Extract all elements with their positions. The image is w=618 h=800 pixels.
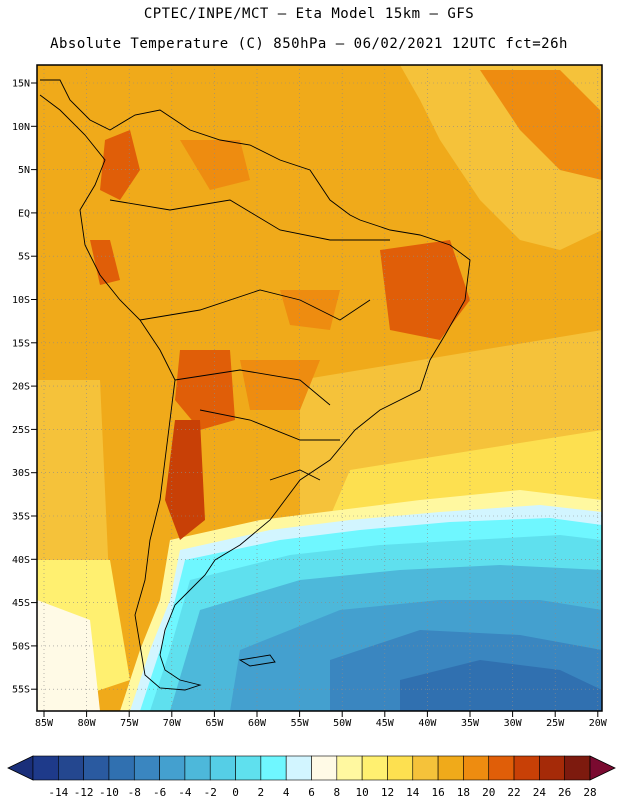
map-frame [36,64,603,712]
lon-label: 20W [589,718,608,729]
colorbar-tick-label: 26 [558,786,571,799]
colorbar-tick-label: 10 [356,786,369,799]
colorbar-tick-label: -6 [153,786,166,799]
colorbar-tick-label: 18 [457,786,470,799]
lat-label: 15N [12,79,30,90]
colorbar-swatch [32,755,59,781]
longitude-labels: 85W 80W 75W 70W 65W 60W 55W 50W 45W 40W 35W 30W 25W 2… [35,711,608,729]
lat-label: 25S [12,425,30,436]
lat-label: 55S [12,685,30,696]
colorbar-swatch [463,755,490,781]
colorbar-tick-label: 2 [258,786,265,799]
lat-label: 15S [12,338,30,349]
coastlines-borders [39,79,471,691]
colorbar-swatch [539,755,565,781]
title-line-1: CPTEC/INPE/MCT – Eta Model 15km – GFS [143,6,475,22]
colorbar-tick-label: 28 [583,786,596,799]
lon-label: 75W [120,718,139,729]
lat-label: 10S [12,295,30,306]
lat-label: 20S [12,382,30,393]
colorbar-swatch [209,755,236,781]
lat-label: 40S [12,555,30,566]
lon-label: 85W [35,718,54,729]
colorbar-tick-label: -14 [48,786,68,799]
lat-label: EQ [18,208,30,219]
colorbar-tick-label: 14 [406,786,420,799]
colorbar-tick-label: 4 [283,786,290,799]
colorbar-swatch [513,755,540,781]
colorbar-swatch [336,755,363,781]
lon-label: 55W [291,718,310,729]
colorbar-swatch [311,755,338,781]
colorbar-swatch [412,755,439,781]
colorbar-tick-label: 0 [232,786,239,799]
colorbar-swatch [260,755,287,781]
lat-label: 45S [12,598,30,609]
colorbar-tick-label: 24 [533,786,547,799]
lat-label: 35S [12,512,30,523]
colorbar-swatch [184,755,211,781]
colorbar-tick-label: 16 [431,786,444,799]
colorbar-swatch [361,755,388,781]
lon-label: 25W [546,718,565,729]
colorbar-swatch [133,755,160,781]
colorbar-swatch [159,755,186,781]
lat-label: 30S [12,468,30,479]
lon-label: 80W [78,718,97,729]
lat-label: 10N [12,122,30,133]
colorbar: -14 -12 -10 -8 -6 -4 -2 0 2 4 6 8 10 12 14 16 18 20 22 24 26… [7,755,616,799]
lat-label: 5S [18,252,30,263]
colorbar-under-arrow [7,755,34,781]
colorbar-tick-label: 20 [482,786,495,799]
colorbar-over-arrow [589,755,616,781]
colorbar-swatch [285,755,312,781]
lon-label: 45W [376,718,395,729]
colorbar-tick-label: -10 [99,786,119,799]
colorbar-swatch [58,755,84,781]
colorbar-tick-label: 6 [308,786,315,799]
colorbar-tick-label: 12 [381,786,394,799]
lat-label: 50S [12,641,30,652]
colorbar-swatch [108,755,135,781]
lon-label: 50W [333,718,352,729]
colorbar-tick-label: 8 [334,786,341,799]
colorbar-swatch [437,755,464,781]
lon-label: 35W [461,718,480,729]
temperature-field [37,65,602,711]
lon-label: 70W [163,718,182,729]
colorbar-swatch [83,755,110,781]
lon-label: 30W [504,718,523,729]
lon-label: 65W [205,718,224,729]
colorbar-swatch [564,755,591,781]
lat-label: 5N [18,165,30,176]
colorbar-swatch [488,755,515,781]
latitude-labels: 15N 10N 5N EQ 5S 10S 15S 20S 25S 30S 35S 40S 45S 50S 5… [12,79,37,696]
colorbar-tick-label: 22 [507,786,520,799]
lon-label: 60W [248,718,267,729]
colorbar-tick-label: -2 [204,786,217,799]
lon-label: 40W [418,718,437,729]
colorbar-tick-label: -8 [128,786,141,799]
colorbar-swatch [387,755,414,781]
title-line-2: Absolute Temperature (C) 850hPa – 06/02/… [50,36,568,52]
colorbar-swatch [235,755,262,781]
colorbar-tick-label: -4 [178,786,192,799]
colorbar-tick-label: -12 [74,786,94,799]
